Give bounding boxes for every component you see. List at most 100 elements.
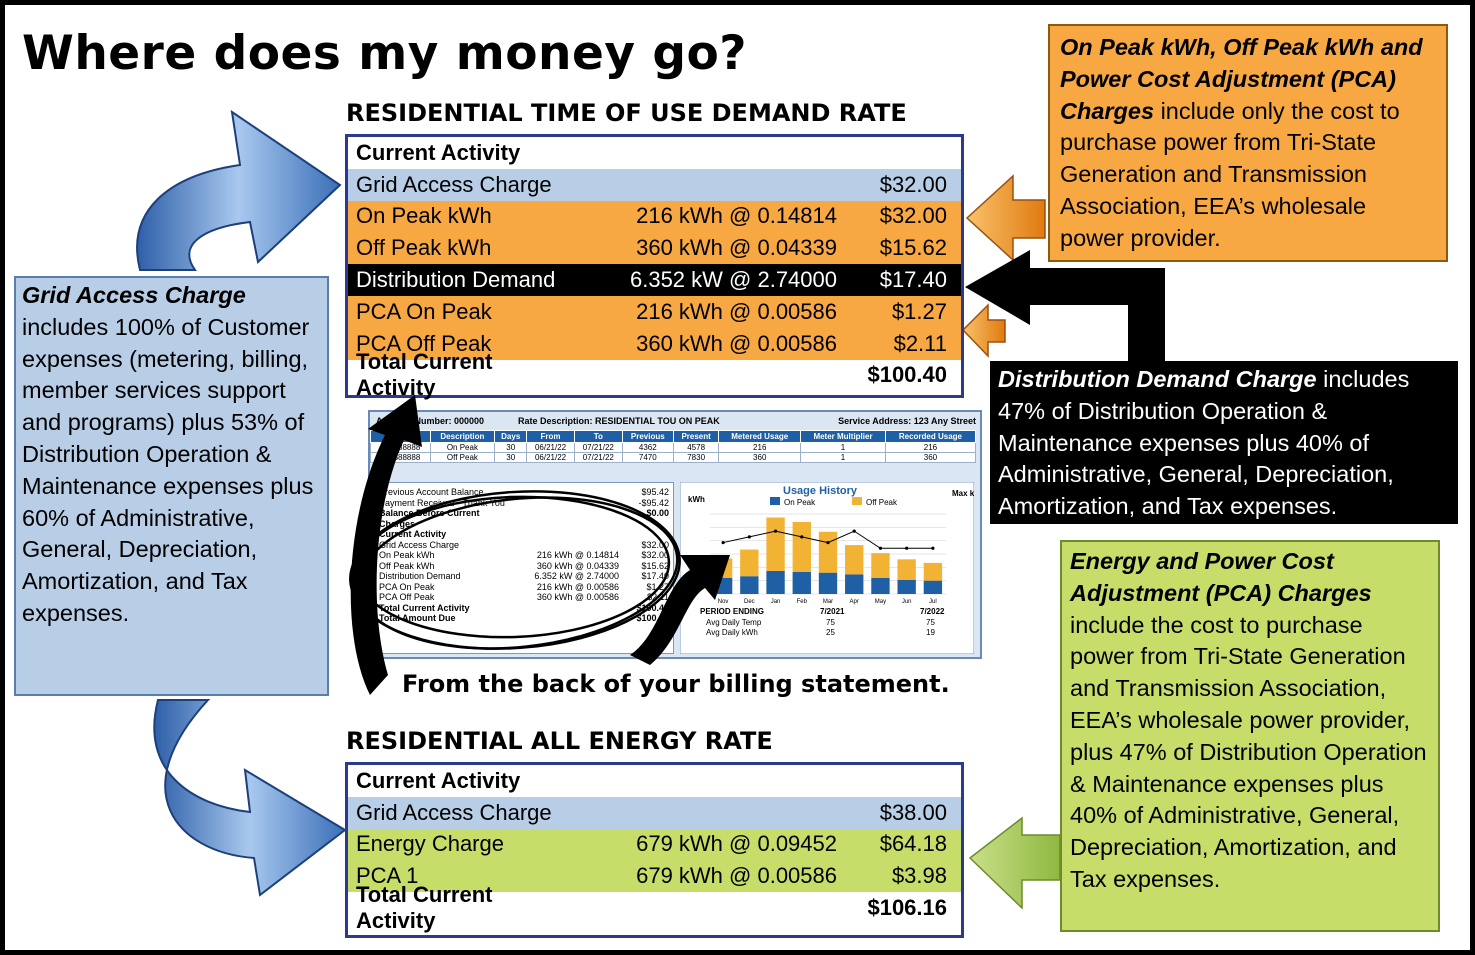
statement-line-part: PCA On Peak [379,581,435,592]
statement-column-header: Metered Usage [718,430,802,443]
bill-amount: $3.98 [891,863,947,889]
statement-line-part: $32.00 [641,539,669,550]
bill-label: PCA On Peak [356,298,492,324]
bill-row: Current Activity [348,137,961,169]
legend-off-label: Off Peak [866,498,898,507]
bill-detail: 360 kWh @ 0.00586 [636,330,837,356]
period-cell: Avg Daily kWh [706,628,758,637]
blue-note: Grid Access Charge includes 100% of Cust… [14,276,329,696]
bill-detail: 216 kWh @ 0.00586 [636,298,837,324]
bill-label: Distribution Demand [356,267,556,293]
maxkw-point [931,546,935,550]
bill-amount: $106.16 [867,895,947,921]
all-energy-rate-heading: RESIDENTIAL ALL ENERGY RATE [346,727,773,755]
statement-line-part: Payment Received - Thank You [379,497,505,508]
month-tick-label: Feb [797,599,808,605]
statement-account: Account Number: 000000 [376,416,485,426]
bar-on-peak [766,570,785,594]
statement-line-part: 6.352 kW @ 2.74000 [534,571,619,581]
statement-line-part: On Peak kWh [379,550,435,560]
bill-label: Total Current Activity [356,349,493,401]
bar-on-peak [897,579,916,594]
bar-on-peak [845,574,864,594]
statement-caption: From the back of your billing statement. [402,670,950,698]
statement-line: Total Current Activity $100.40 [379,603,669,614]
blue-arrow-down-icon [153,699,347,897]
month-tick-label: Jan [771,599,781,605]
bar-off-peak [792,522,811,572]
highlight-swirl [349,395,730,695]
bill-label: PCA 1 [356,863,419,889]
bill-label: Current Activity [356,139,521,165]
bill-row: Energy Charge 679 kWh @ 0.09452 $64.18 [348,828,961,861]
bill-label: Energy Charge [356,831,504,857]
green-arrow-icon [968,816,1061,910]
period-cell: 19 [926,628,935,637]
bill-row: PCA Off Peak 360 kWh @ 0.00586 $2.11 [348,327,961,360]
bar-off-peak [818,531,838,573]
statement-line-part: Off Peak kWh [379,560,435,571]
orange-note: On Peak kWh, Off Peak kWh and Power Cost… [1048,24,1448,262]
bar-on-peak [871,578,890,594]
statement-column-header: Recorded Usage [884,430,977,443]
bill-amount: $17.40 [879,267,947,293]
statement-line: Grid Access Charge $32.00 [379,540,669,551]
bar-off-peak [845,545,864,575]
statement-line: Distribution Demand 6.352 kW @ 2.74000 $17… [379,571,669,582]
period-header: 7/2022 [920,607,945,616]
bill-label: Current Activity [356,767,521,793]
statement-line: PCA On Peak 216 kWh @ 0.00586 $1.27 [379,582,669,593]
maxkw-point [721,540,725,545]
legend-on-label: On Peak [784,498,816,507]
month-tick-label: Dec [744,599,755,605]
statement-cell: 1 [800,442,886,453]
bill-amount: $64.18 [879,831,947,857]
period-cell: Avg Daily Temp [706,618,762,627]
legend-on-swatch [770,497,780,505]
page-title: Where does my money go? [22,26,748,81]
swirl-arrow-left-icon [630,555,730,665]
bar-on-peak [792,571,811,594]
blue-note-text: includes 100% of Customer expenses (mete… [22,313,314,626]
statement-line-part: $1.27 [646,581,669,592]
period-header: PERIOD ENDING [700,607,764,616]
statement-line-part: $100.40 [636,613,669,623]
black-note-text: includes 47% of Distribution Operation &… [998,366,1410,520]
orange-arrow-large-icon [965,174,1046,262]
period-cell: 75 [826,618,835,627]
statement-line-part: $0.00 [646,508,669,518]
bill-label: Total Current Activity [356,882,493,934]
bar-on-peak [740,576,759,594]
bar-off-peak [923,562,943,581]
orange-note-text: include only the cost to purchase power … [1060,97,1400,251]
bill-detail: 679 kWh @ 0.09452 [636,831,837,857]
bar-off-peak [871,553,890,578]
green-note-emph: Energy and Power Cost Adjustment (PCA) C… [1070,548,1372,606]
statement-line-part: Previous Account Balance [379,487,484,497]
bill-label: PCA Off Peak [356,330,492,356]
statement-meter-table: Meter #DescriptionDaysFromToPreviousPres… [370,430,977,463]
statement-line-part: 216 kWh @ 0.00586 [536,581,619,592]
period-cell: 75 [926,618,935,627]
swirl-arrow-up-icon [350,395,422,695]
bill-row: Total Current Activity $100.40 [348,349,961,400]
all-energy-bill-table: Current Activity Grid Access Charge $38.00… [345,762,964,938]
bill-row: Current Activity [348,765,961,797]
statement-line-part: 216 kWh @ 0.14814 [536,550,619,560]
maxkw-axis-label: Max kW [952,489,974,498]
statement-cell: 360 [884,452,977,463]
bill-amount: $1.27 [891,298,947,324]
month-tick-label: Apr [850,599,859,605]
orange-arrow-small-icon [961,303,1006,358]
bar-on-peak [923,580,943,594]
month-tick-label: Jun [902,599,912,605]
bill-amount: $2.11 [893,330,947,356]
statement-cell: 1 [800,452,886,463]
bill-label: Grid Access Charge [356,171,552,197]
statement-line-part: $95.42 [641,487,669,497]
kwh-axis-label: kWh [688,495,705,504]
statement-cell: 30 [494,452,528,463]
bill-amount: $38.00 [879,799,947,825]
